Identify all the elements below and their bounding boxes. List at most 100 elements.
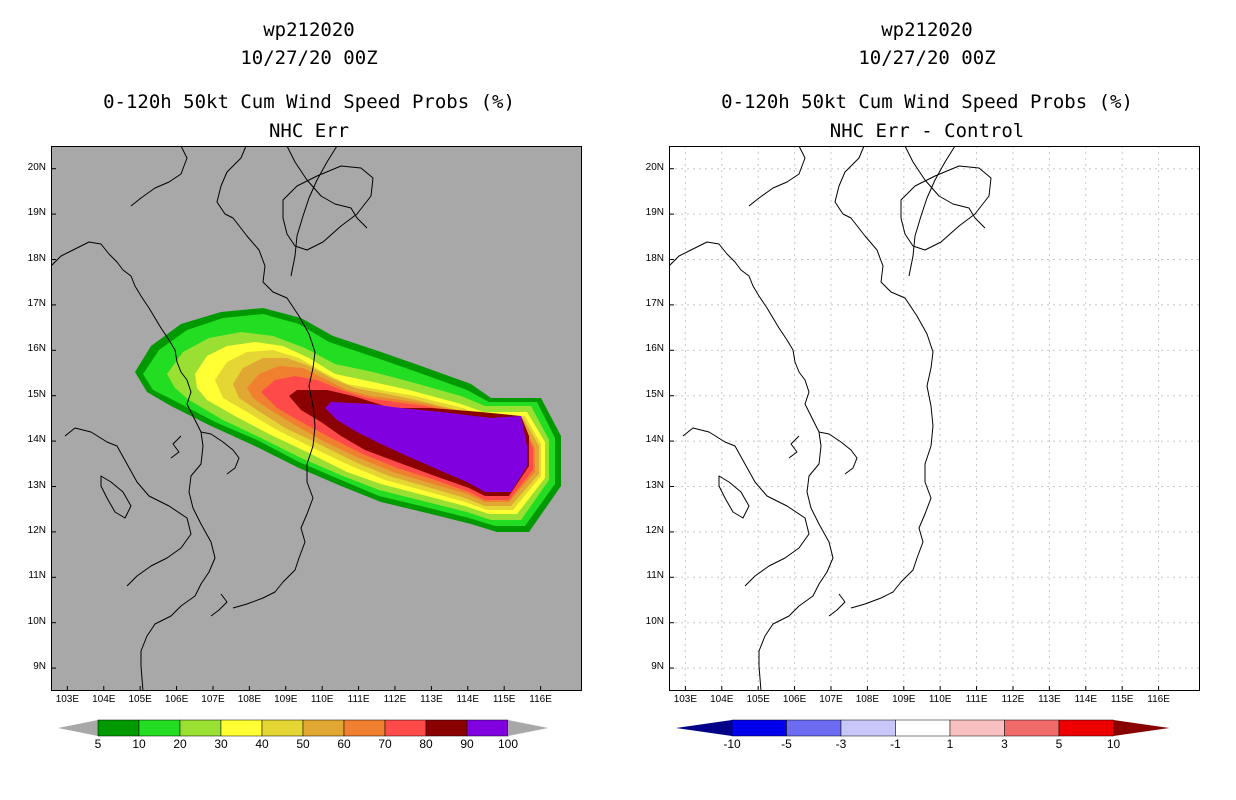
- left-storm-id: wp212020: [263, 19, 355, 41]
- right-gridlines: [669, 146, 1200, 691]
- coastline-segment: [282, 165, 374, 251]
- lon-label: 103E: [673, 694, 698, 705]
- colorbar-label: 80: [419, 737, 433, 751]
- coastline-segment: [290, 146, 338, 277]
- lat-label: 12N: [645, 524, 664, 536]
- colorbar-swatch: [786, 719, 842, 737]
- lon-label: 105E: [746, 694, 770, 705]
- right-panel: wp212020 10/27/20 00Z 0-120h 50kt Cum Wi…: [618, 0, 1236, 800]
- lat-label: 15N: [27, 388, 46, 400]
- lon-label: 114E: [1074, 694, 1098, 705]
- lat-label: 9N: [651, 661, 664, 673]
- coastline-segment: [216, 146, 316, 609]
- colorbar-swatch: [731, 719, 787, 737]
- lon-label: 105E: [128, 694, 152, 705]
- lon-label: 108E: [855, 694, 880, 705]
- right-subtitle: NHC Err - Control: [829, 120, 1025, 142]
- colorbar-swatch: [1058, 719, 1114, 737]
- coastline-segment: [200, 431, 240, 475]
- lon-label: 111E: [965, 694, 988, 705]
- left-product-title: 0-120h 50kt Cum Wind Speed Probs (%): [103, 91, 515, 113]
- colorbar-label: 1: [946, 737, 954, 751]
- lon-label: 116E: [529, 694, 552, 705]
- coastline-segment: [210, 593, 228, 617]
- colorbar-label: 3: [1001, 737, 1008, 751]
- colorbar-label: -5: [781, 737, 792, 751]
- right-storm-id: wp212020: [881, 19, 973, 41]
- lat-label: 20N: [645, 161, 664, 173]
- lon-label: 109E: [892, 694, 916, 705]
- lon-label: 109E: [274, 694, 298, 705]
- lon-label: 112E: [1001, 694, 1025, 705]
- coastline-segment: [828, 593, 846, 617]
- colorbar-swatch: [895, 719, 951, 737]
- lon-label: 108E: [237, 694, 262, 705]
- coastline-segment: [900, 165, 992, 251]
- lon-label: 107E: [819, 694, 843, 705]
- lon-label: 107E: [201, 694, 225, 705]
- colorbar-label: 40: [255, 737, 269, 751]
- lon-label: 110E: [310, 694, 334, 705]
- coastline-segment: [669, 241, 834, 691]
- lon-label: 103E: [55, 694, 80, 705]
- coastline-segment: [286, 146, 368, 229]
- lat-label: 16N: [27, 343, 46, 355]
- colorbar-swatch: [1004, 719, 1060, 737]
- colorbar-label: 50: [296, 737, 310, 751]
- coastline-segment: [51, 241, 216, 691]
- lat-label: 9N: [33, 661, 46, 673]
- lat-label: 13N: [645, 479, 664, 491]
- right-datetime: 10/27/20 00Z: [858, 47, 996, 69]
- lat-label: 10N: [645, 615, 664, 627]
- lon-label: 110E: [928, 694, 952, 705]
- coastline-segment: [170, 435, 182, 459]
- colorbar-swatch: [343, 719, 386, 737]
- colorbar-label: -10: [723, 737, 741, 751]
- left-panel: wp212020 10/27/20 00Z 0-120h 50kt Cum Wi…: [27, 19, 582, 751]
- lat-label: 10N: [27, 615, 46, 627]
- colorbar-label: 90: [460, 737, 474, 751]
- lon-label: 113E: [1038, 694, 1061, 705]
- left-colorbar: [58, 719, 548, 737]
- colorbar-swatch: [949, 719, 1005, 737]
- lon-label: 116E: [1147, 694, 1170, 705]
- lon-label: 104E: [710, 694, 734, 705]
- colorbar-high-end: [508, 720, 548, 736]
- colorbar-swatch: [138, 719, 181, 737]
- colorbar-swatch: [466, 719, 509, 737]
- coastline-segment: [834, 146, 934, 609]
- lat-label: 19N: [27, 207, 46, 219]
- left-datetime: 10/27/20 00Z: [240, 47, 378, 69]
- lat-label: 18N: [645, 252, 664, 264]
- colorbar-label: 10: [132, 737, 146, 751]
- colorbar-swatch: [97, 719, 140, 737]
- lat-label: 17N: [27, 297, 46, 309]
- colorbar-label: 100: [497, 737, 519, 751]
- colorbar-label: 70: [378, 737, 392, 751]
- left-coastlines: [51, 146, 374, 691]
- coastline-segment: [748, 146, 806, 207]
- lat-label: 20N: [27, 161, 46, 173]
- colorbar-label: -3: [835, 737, 847, 751]
- colorbar-swatch: [384, 719, 427, 737]
- lon-label: 104E: [92, 694, 116, 705]
- colorbar-low-end: [58, 720, 98, 736]
- lat-label: 15N: [645, 388, 664, 400]
- right-difference-map: [669, 146, 1200, 691]
- coastline-segment: [682, 427, 810, 587]
- lat-label: 13N: [27, 479, 46, 491]
- colorbar-label: 5: [1055, 737, 1063, 751]
- colorbar-label: 60: [337, 737, 351, 751]
- coastline-segment: [130, 146, 188, 207]
- left-probability-swath: [135, 308, 561, 532]
- lon-label: 114E: [456, 694, 480, 705]
- left-subtitle: NHC Err: [268, 120, 350, 142]
- coastline-segment: [908, 146, 956, 277]
- left-probability-map: [51, 146, 582, 691]
- colorbar-low-end: [676, 720, 732, 736]
- lat-label: 19N: [645, 207, 664, 219]
- colorbar-label: 20: [173, 737, 187, 751]
- colorbar-swatch: [179, 719, 222, 737]
- lat-label: 11N: [28, 570, 46, 582]
- probability-band-90pct: [325, 402, 527, 492]
